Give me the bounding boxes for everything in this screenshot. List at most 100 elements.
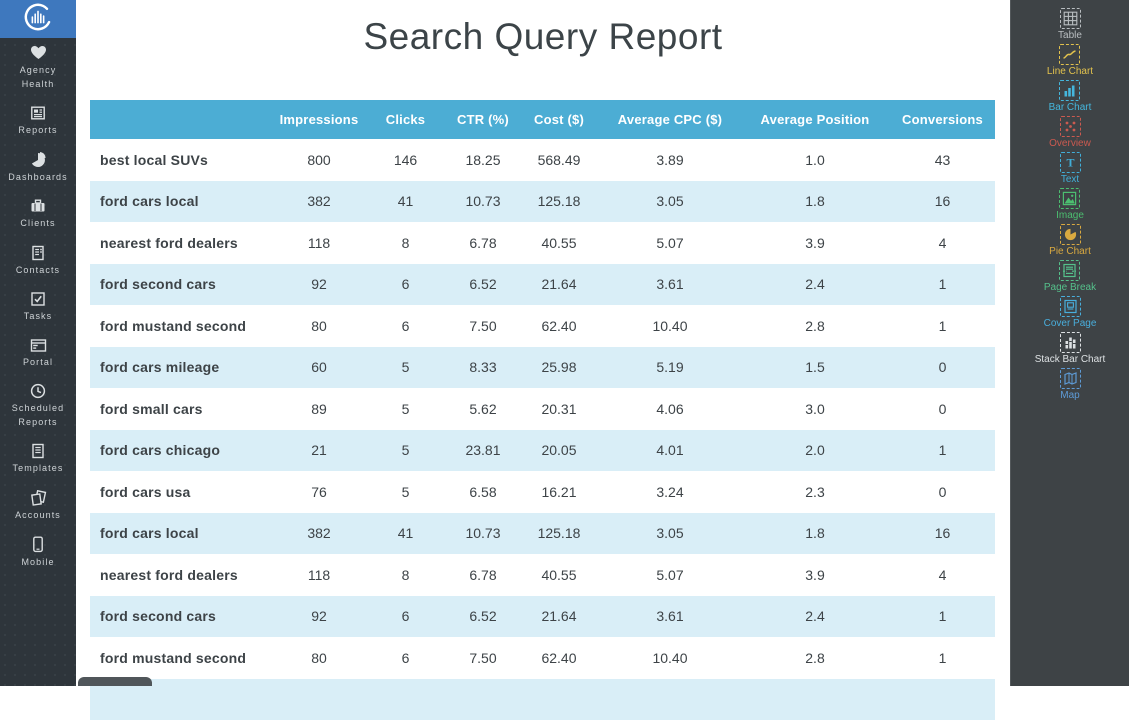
value-cell: 6.52 — [448, 596, 518, 638]
sidebar-item-label: Accounts — [15, 509, 61, 523]
widget-label: Page Break — [1044, 282, 1096, 293]
sidebar-item-accounts[interactable]: Accounts — [0, 483, 76, 530]
widget-label: Map — [1060, 390, 1079, 401]
widget-stack-bar-chart[interactable]: Stack Bar Chart — [1035, 331, 1106, 366]
briefcase-icon — [30, 198, 46, 217]
line-chart-icon — [1059, 44, 1080, 65]
page-title: Search Query Report — [76, 0, 1010, 58]
sidebar-item-tasks[interactable]: Tasks — [0, 284, 76, 331]
value-cell: 43 — [890, 139, 995, 181]
value-cell: 4.06 — [600, 388, 740, 430]
value-cell: 16 — [890, 181, 995, 223]
value-cell: 2.8 — [740, 637, 890, 679]
value-cell: 6 — [363, 596, 448, 638]
query-cell: ford small cars — [90, 388, 275, 430]
value-cell: 1.5 — [740, 347, 890, 389]
query-cell: ford cars mileage — [90, 347, 275, 389]
value-cell: 8 — [363, 554, 448, 596]
widget-overview[interactable]: Overview — [1049, 115, 1091, 150]
widget-line-chart[interactable]: Line Chart — [1047, 43, 1093, 78]
sidebar-item-contacts[interactable]: Contacts — [0, 238, 76, 285]
pages-icon — [30, 490, 47, 509]
value-cell: 125.18 — [518, 513, 600, 555]
value-cell: 1.8 — [740, 513, 890, 555]
value-cell: 21.64 — [518, 264, 600, 306]
widget-cover-page[interactable]: Cover Page — [1044, 295, 1097, 330]
sidebar-item-dashboards[interactable]: Dashboards — [0, 145, 76, 192]
value-cell: 7.50 — [448, 305, 518, 347]
sidebar-item-reports[interactable]: Reports — [0, 98, 76, 145]
sidebar-item-agency-health[interactable]: Agency Health — [0, 38, 76, 98]
value-cell: 6.78 — [448, 222, 518, 264]
widget-table[interactable]: Table — [1058, 7, 1082, 42]
value-cell: 41 — [363, 181, 448, 223]
widget-pie-chart[interactable]: Pie Chart — [1049, 223, 1091, 258]
heart-icon — [30, 45, 47, 64]
app-logo[interactable] — [0, 0, 76, 38]
column-header-average-position: Average Position — [740, 100, 890, 139]
column-header-conversions: Conversions — [890, 100, 995, 139]
sidebar-item-mobile[interactable]: Mobile — [0, 529, 76, 577]
checkbox-icon — [30, 291, 46, 310]
query-cell: ford cars usa — [90, 471, 275, 513]
widget-bar-chart[interactable]: Bar Chart — [1049, 79, 1092, 114]
value-cell: 21.64 — [518, 596, 600, 638]
page-break-icon — [1059, 260, 1080, 281]
contact-card-icon — [30, 245, 46, 264]
value-cell: 568.49 — [518, 139, 600, 181]
value-cell: 23.81 — [448, 430, 518, 472]
widget-label: Text — [1061, 174, 1079, 185]
value-cell: 1 — [890, 637, 995, 679]
widget-map[interactable]: Map — [1060, 367, 1081, 402]
value-cell: 1 — [890, 264, 995, 306]
value-cell: 16 — [890, 513, 995, 555]
value-cell: 1.8 — [740, 181, 890, 223]
sidebar-item-templates[interactable]: Templates — [0, 436, 76, 483]
value-cell: 3.9 — [740, 554, 890, 596]
sidebar-item-scheduled-reports[interactable]: Scheduled Reports — [0, 376, 76, 436]
value-cell: 5.19 — [600, 347, 740, 389]
value-cell: 40.55 — [518, 554, 600, 596]
table-grid-icon — [1060, 8, 1081, 29]
value-cell: 6.58 — [448, 471, 518, 513]
column-header-query — [90, 100, 275, 139]
widget-label: Cover Page — [1044, 318, 1097, 329]
bottom-handle[interactable] — [78, 677, 152, 686]
value-cell — [518, 679, 600, 720]
widget-page-break[interactable]: Page Break — [1044, 259, 1096, 294]
value-cell: 6 — [363, 637, 448, 679]
sidebar-item-portal[interactable]: Portal — [0, 331, 76, 377]
value-cell — [448, 679, 518, 720]
pie-quarter-icon — [30, 152, 46, 171]
value-cell: 7.50 — [448, 637, 518, 679]
value-cell — [740, 679, 890, 720]
value-cell: 89 — [275, 388, 363, 430]
sidebar-item-label: Scheduled Reports — [2, 402, 74, 429]
value-cell: 41 — [363, 513, 448, 555]
value-cell: 5.07 — [600, 554, 740, 596]
value-cell: 2.8 — [740, 305, 890, 347]
widget-image[interactable]: Image — [1056, 187, 1084, 222]
phone-icon — [32, 536, 44, 556]
value-cell: 4 — [890, 554, 995, 596]
bar-chart-icon — [1059, 80, 1080, 101]
sidebar-item-clients[interactable]: Clients — [0, 191, 76, 238]
value-cell: 3.9 — [740, 222, 890, 264]
value-cell: 2.4 — [740, 596, 890, 638]
value-cell: 20.05 — [518, 430, 600, 472]
query-cell: ford second cars — [90, 596, 275, 638]
value-cell: 10.73 — [448, 513, 518, 555]
